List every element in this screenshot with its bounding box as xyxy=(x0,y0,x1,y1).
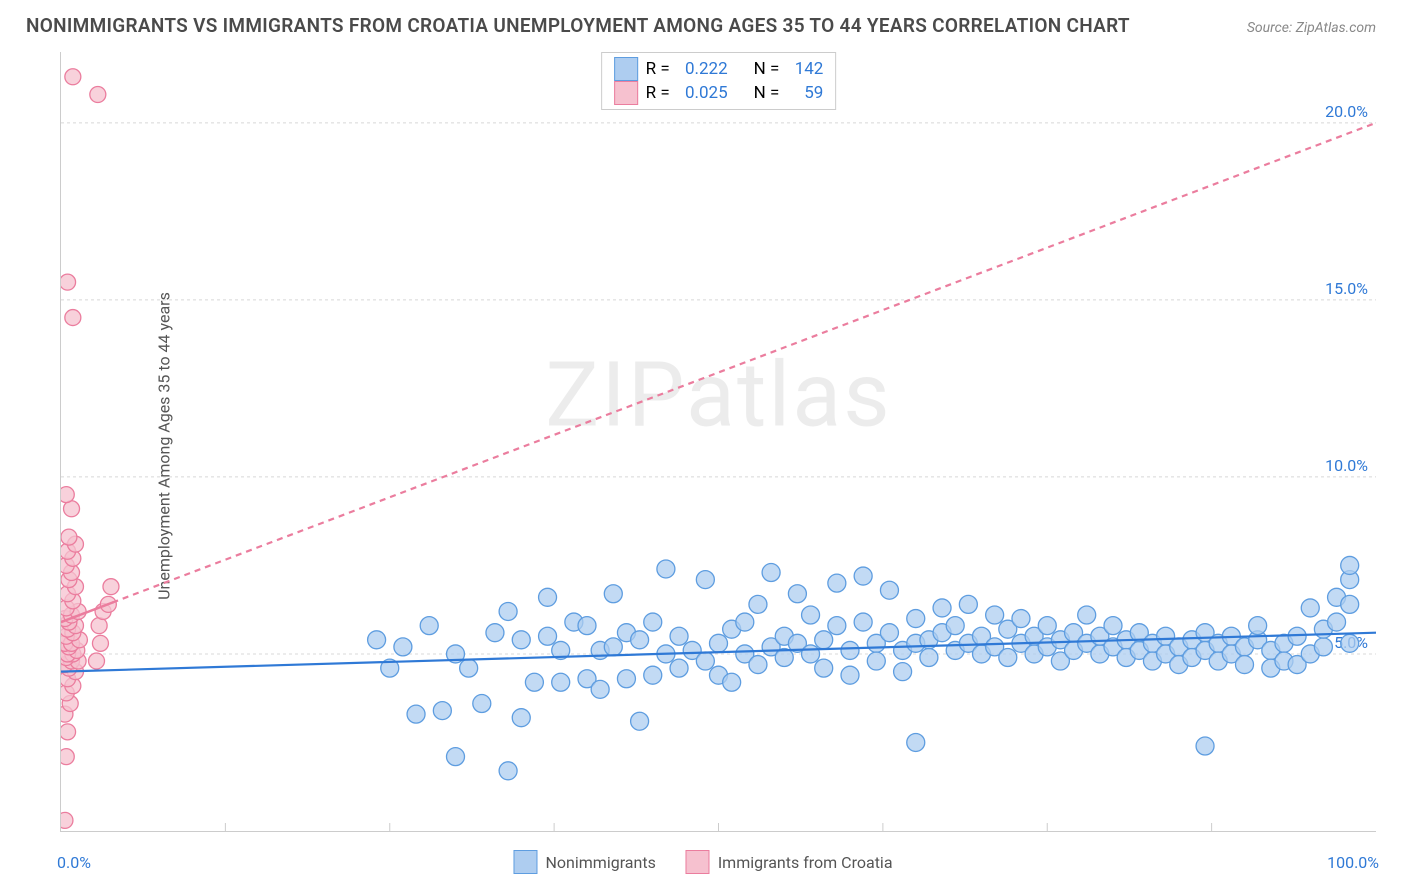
n-value-1: 59 xyxy=(787,83,823,103)
n-label: N = xyxy=(754,83,780,103)
stats-row-1: R = 0.222 N = 142 xyxy=(614,57,824,81)
svg-text:15.0%: 15.0% xyxy=(1325,279,1368,298)
r-label: R = xyxy=(646,83,670,103)
r-value-1: 0.025 xyxy=(678,83,728,103)
legend-item-nonimmigrants: Nonimmigrants xyxy=(513,850,655,874)
n-value-0: 142 xyxy=(787,59,823,79)
swatch-nonimmigrants xyxy=(614,57,638,81)
legend-label-0: Nonimmigrants xyxy=(545,853,655,872)
swatch-immigrants xyxy=(614,81,638,105)
legend-item-immigrants: Immigrants from Croatia xyxy=(686,850,893,874)
x-tick-100: 100.0% xyxy=(1327,853,1379,872)
x-tick-0: 0.0% xyxy=(57,853,91,872)
r-value-0: 0.222 xyxy=(678,59,728,79)
svg-text:10.0%: 10.0% xyxy=(1325,456,1368,475)
series-legend: Nonimmigrants Immigrants from Croatia xyxy=(513,850,892,874)
stats-row-2: R = 0.025 N = 59 xyxy=(614,81,824,105)
source-label: Source: ZipAtlas.com xyxy=(1247,20,1376,36)
r-label: R = xyxy=(646,59,670,79)
chart-svg: 5.0%10.0%15.0%20.0% xyxy=(61,52,1376,831)
chart-plot-area: ZIPatlas 5.0%10.0%15.0%20.0% R = 0.222 N… xyxy=(60,52,1376,832)
swatch-immigrants-b xyxy=(686,850,710,874)
legend-label-1: Immigrants from Croatia xyxy=(718,853,893,872)
chart-title: NONIMMIGRANTS VS IMMIGRANTS FROM CROATIA… xyxy=(26,14,1130,37)
stats-legend: R = 0.222 N = 142 R = 0.025 N = 59 xyxy=(601,52,837,110)
svg-text:20.0%: 20.0% xyxy=(1325,102,1368,121)
n-label: N = xyxy=(754,59,780,79)
swatch-nonimmigrants-b xyxy=(513,850,537,874)
